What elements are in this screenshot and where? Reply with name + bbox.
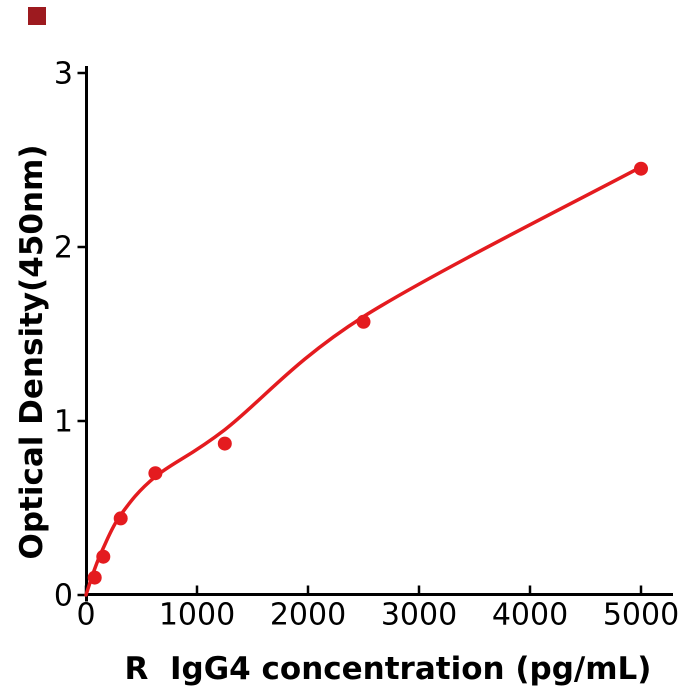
axis-tick-labels: 0 1000 2000 3000 4000 5000 0 1 2 3 (54, 57, 679, 633)
x-tick-label: 5000 (603, 598, 679, 633)
x-axis-title: R IgG4 concentration (pg/mL) (125, 651, 652, 687)
y-tick-label: 0 (54, 579, 73, 614)
x-tick-label: 2000 (270, 598, 346, 633)
data-series (84, 161, 648, 597)
fit-curve-line (84, 165, 643, 597)
y-tick-label: 1 (54, 405, 73, 440)
y-tick-label: 3 (54, 57, 73, 92)
data-point (148, 466, 163, 481)
y-tick-label: 2 (54, 231, 73, 266)
x-tick-label: 4000 (492, 598, 568, 633)
data-point (356, 314, 371, 329)
data-point (87, 570, 102, 585)
data-point (96, 549, 111, 564)
axis-ticks (77, 71, 643, 597)
y-axis-title: Optical Density(450nm) (14, 144, 50, 559)
corner-marker (28, 7, 46, 25)
data-point (634, 161, 648, 176)
axes (85, 66, 673, 602)
x-tick-label: 0 (76, 598, 95, 633)
x-tick-label: 3000 (381, 598, 457, 633)
data-point (113, 511, 128, 526)
data-point (217, 436, 232, 451)
x-tick-label: 1000 (159, 598, 235, 633)
